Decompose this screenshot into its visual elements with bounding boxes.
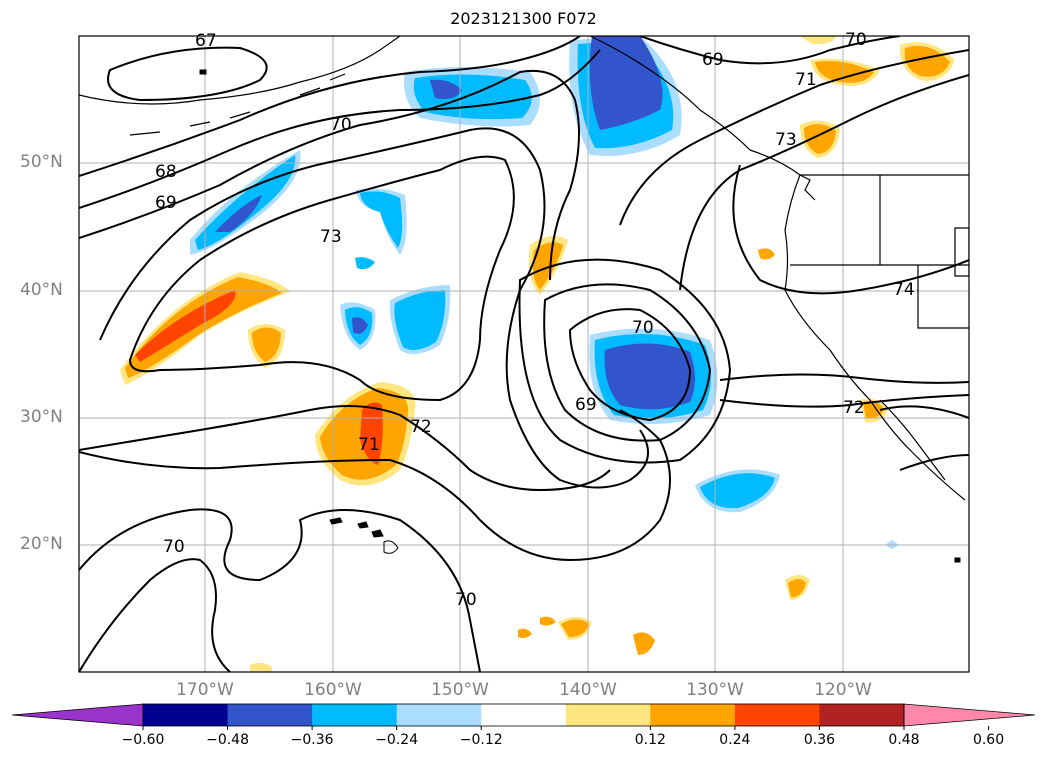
- contour-label: 71: [358, 435, 380, 455]
- height-contours: [79, 36, 969, 672]
- shading-layer: [120, 36, 955, 672]
- contour-label: 73: [775, 130, 797, 150]
- contour-label-layer: 67 68 69 70 73 73 69 71 70 69 72 71 70 7…: [155, 30, 915, 610]
- lon-label-160w: 160°W: [304, 680, 362, 700]
- colorbar-segment: [312, 704, 398, 726]
- contour-69-north: [79, 49, 601, 209]
- contour-label: 70: [330, 115, 352, 135]
- contour-label: 69: [702, 50, 724, 70]
- contour-label: 73: [320, 227, 342, 247]
- colorbar-segment: [819, 704, 905, 726]
- colorbar-extend-low: [11, 703, 144, 727]
- islands: [199, 69, 961, 563]
- contour-label: 67: [195, 31, 217, 51]
- contour-low-3: [518, 258, 732, 464]
- contour-72: [99, 127, 649, 489]
- colorbar-frame: [142, 703, 905, 727]
- contour-coast-2: [619, 49, 969, 226]
- contour-70-north: [79, 69, 580, 281]
- colorbar-tick-label: 0.12: [634, 732, 666, 748]
- lon-label-170w: 170°W: [176, 680, 234, 700]
- colorbar-tick-label: −0.36: [290, 732, 334, 748]
- contour-label: 70: [455, 590, 477, 610]
- contour-label: 72: [843, 398, 865, 418]
- colorbar-tick-label: −0.60: [121, 732, 165, 748]
- colorbar-segment: [143, 704, 229, 726]
- colorbar-segment: [650, 704, 736, 726]
- colorbar-segment: [734, 704, 820, 726]
- contour-label: 72: [410, 417, 432, 437]
- contour-68: [79, 36, 581, 177]
- lat-label-50: 50°N: [20, 152, 63, 172]
- contour-label: 69: [575, 395, 597, 415]
- map-title: 2023121300 F072: [450, 9, 597, 28]
- lat-label-20: 20°N: [20, 534, 63, 554]
- contour-67: [107, 46, 268, 102]
- contour-low-1: [568, 308, 692, 422]
- lon-label-140w: 140°W: [559, 680, 617, 700]
- contour-label: 69: [155, 193, 177, 213]
- contour-low-2: [543, 283, 712, 442]
- colorbar-tick-label: 0.24: [719, 732, 751, 748]
- colorbar-segment: [396, 704, 482, 726]
- contour-label: 70: [632, 318, 654, 338]
- contour-71: [79, 405, 611, 492]
- colorbar-segment: [565, 704, 651, 726]
- colorbar-tick-label: −0.48: [206, 732, 249, 748]
- colorbar-tick-label: 0.48: [888, 732, 920, 748]
- lon-label-130w: 130°W: [686, 680, 744, 700]
- colorbar-segment: [481, 704, 567, 726]
- colorbar-segment: [227, 704, 313, 726]
- contour-label: 70: [845, 30, 867, 50]
- contour-70-mid: [79, 409, 671, 562]
- lon-label-150w: 150°W: [431, 680, 489, 700]
- contour-label: 74: [893, 280, 915, 300]
- colorbar-extend-high: [903, 703, 1036, 727]
- contour-label: 70: [163, 537, 185, 557]
- contour-coast: [639, 36, 901, 65]
- lat-label-40: 40°N: [20, 280, 63, 300]
- lon-label-120w: 120°W: [814, 680, 872, 700]
- colorbar-tick-label: −0.24: [375, 732, 419, 748]
- colorbar: [11, 703, 1036, 730]
- lat-label-30: 30°N: [20, 407, 63, 427]
- contour-73: [128, 155, 515, 402]
- map-frame: [78, 35, 970, 673]
- contour-label: 71: [795, 70, 817, 90]
- contour-label: 68: [155, 162, 177, 182]
- contour-72-east: [719, 394, 969, 408]
- colorbar-tick-label: −0.12: [459, 732, 503, 748]
- colorbar-tick-label: 0.36: [803, 732, 836, 748]
- colorbar-tick-label: 0.60: [972, 732, 1005, 748]
- contour-70-south: [79, 508, 481, 672]
